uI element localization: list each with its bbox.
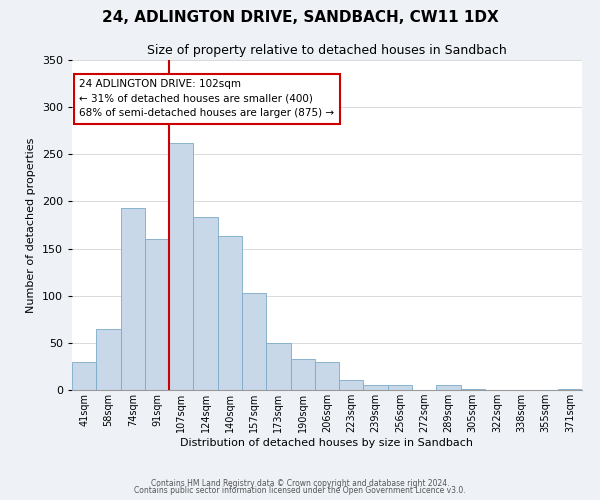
Text: Contains public sector information licensed under the Open Government Licence v3: Contains public sector information licen… [134, 486, 466, 495]
Bar [315, 362, 339, 390]
Bar [266, 343, 290, 390]
Bar [364, 386, 388, 390]
Bar [193, 216, 218, 390]
Bar [145, 239, 169, 390]
Bar [121, 208, 145, 390]
Bar [169, 143, 193, 390]
Bar [388, 386, 412, 390]
Bar [290, 359, 315, 390]
Title: Size of property relative to detached houses in Sandbach: Size of property relative to detached ho… [147, 44, 507, 58]
Text: 24 ADLINGTON DRIVE: 102sqm
← 31% of detached houses are smaller (400)
68% of sem: 24 ADLINGTON DRIVE: 102sqm ← 31% of deta… [79, 79, 334, 118]
Bar [339, 380, 364, 390]
Bar [72, 362, 96, 390]
Y-axis label: Number of detached properties: Number of detached properties [26, 138, 36, 312]
Text: 24, ADLINGTON DRIVE, SANDBACH, CW11 1DX: 24, ADLINGTON DRIVE, SANDBACH, CW11 1DX [101, 10, 499, 25]
Text: Contains HM Land Registry data © Crown copyright and database right 2024.: Contains HM Land Registry data © Crown c… [151, 478, 449, 488]
Bar [96, 328, 121, 390]
Bar [436, 386, 461, 390]
Bar [558, 389, 582, 390]
Bar [218, 236, 242, 390]
Bar [461, 389, 485, 390]
X-axis label: Distribution of detached houses by size in Sandbach: Distribution of detached houses by size … [181, 438, 473, 448]
Bar [242, 293, 266, 390]
